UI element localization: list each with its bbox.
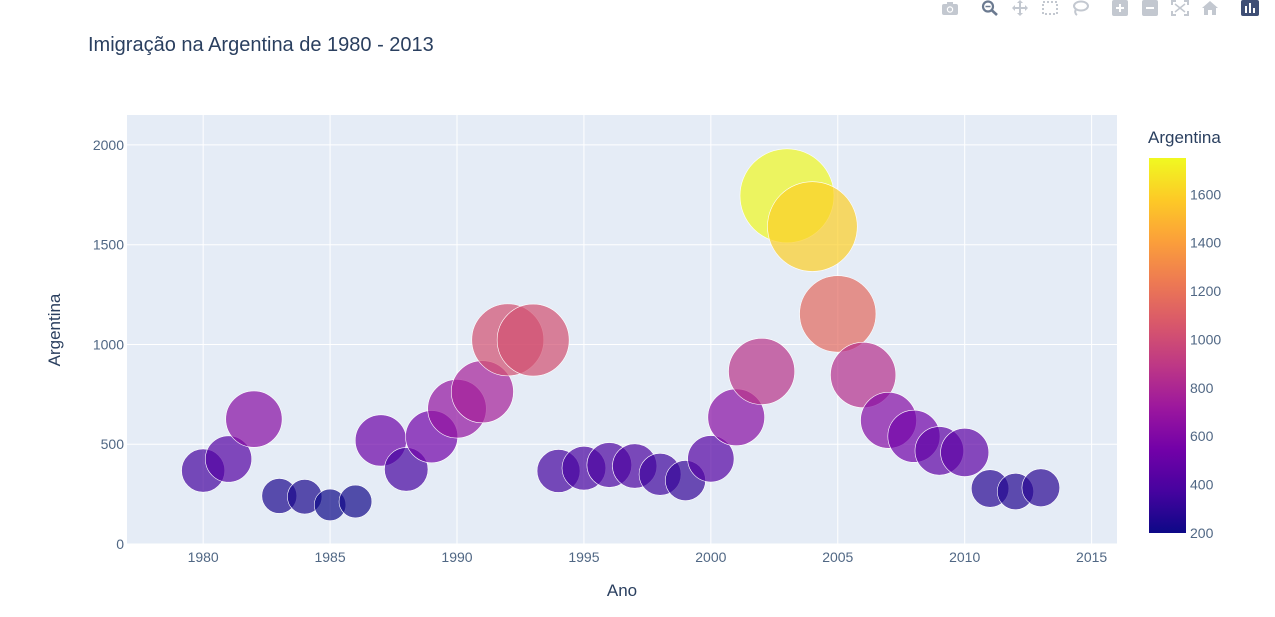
colorbar-tick-label: 1200 — [1190, 283, 1221, 299]
x-tick-label: 1980 — [188, 549, 219, 565]
bubble-series — [181, 148, 1061, 521]
x-axis-title: Ano — [607, 581, 637, 600]
x-tick-label: 1990 — [441, 549, 472, 565]
colorbar-tick-label: 400 — [1190, 477, 1214, 493]
autoscale-icon[interactable] — [1165, 0, 1195, 18]
x-tick-label: 1995 — [568, 549, 599, 565]
pan-icon[interactable] — [1005, 0, 1035, 18]
bubble-point[interactable] — [205, 435, 253, 483]
x-tick-label: 2000 — [695, 549, 726, 565]
colorbar-tick-label: 1400 — [1190, 235, 1221, 251]
zoom-out-icon[interactable] — [1135, 0, 1165, 18]
colorbar-tick-labels: 200 400 600 800 1000 1200 1400 1600 — [1190, 186, 1221, 541]
y-tick-label: 0 — [116, 536, 124, 552]
x-tick-label: 1985 — [314, 549, 345, 565]
y-tick-label: 1500 — [93, 237, 124, 253]
camera-icon[interactable] — [935, 0, 965, 18]
bubble-point[interactable] — [225, 390, 283, 448]
bubble-point[interactable] — [496, 303, 570, 377]
bubble-point[interactable] — [940, 428, 990, 477]
y-tick-label: 500 — [101, 436, 125, 452]
plotly-logo-icon[interactable] — [1235, 0, 1265, 18]
bubble-point[interactable] — [830, 341, 897, 408]
y-tick-label: 2000 — [93, 137, 124, 153]
zoom-icon[interactable] — [975, 0, 1005, 18]
x-tick-label: 2015 — [1076, 549, 1107, 565]
x-tick-label: 2005 — [822, 549, 853, 565]
bubble-point[interactable] — [1021, 468, 1061, 507]
zoom-in-icon[interactable] — [1105, 0, 1135, 18]
reset-axes-icon[interactable] — [1195, 0, 1225, 18]
colorbar-tick-label: 1000 — [1190, 331, 1221, 347]
y-axis-title: Argentina — [45, 293, 64, 366]
colorbar-tick-label: 200 — [1190, 525, 1214, 541]
y-tick-labels: 0 500 1000 1500 2000 — [93, 137, 124, 552]
bubble-point[interactable] — [799, 275, 877, 353]
bubble-point[interactable] — [728, 338, 796, 405]
colorbar-title: Argentina — [1148, 128, 1221, 147]
y-tick-label: 1000 — [93, 336, 124, 352]
lasso-icon[interactable] — [1065, 0, 1095, 18]
chart-title: Imigração na Argentina de 1980 - 2013 — [88, 34, 434, 56]
colorbar-tick-label: 1600 — [1190, 186, 1221, 202]
modebar — [935, 0, 1265, 18]
x-tick-label: 2010 — [949, 549, 980, 565]
x-tick-labels: 1980 1985 1990 1995 2000 2005 2010 2015 — [188, 549, 1108, 565]
box-select-icon[interactable] — [1035, 0, 1065, 18]
bubble-point[interactable] — [767, 181, 858, 272]
colorbar-tick-label: 800 — [1190, 380, 1214, 396]
bubble-point[interactable] — [338, 484, 373, 519]
colorbar — [1149, 158, 1186, 533]
bubble-point[interactable] — [687, 435, 735, 483]
colorbar-tick-label: 600 — [1190, 428, 1214, 444]
